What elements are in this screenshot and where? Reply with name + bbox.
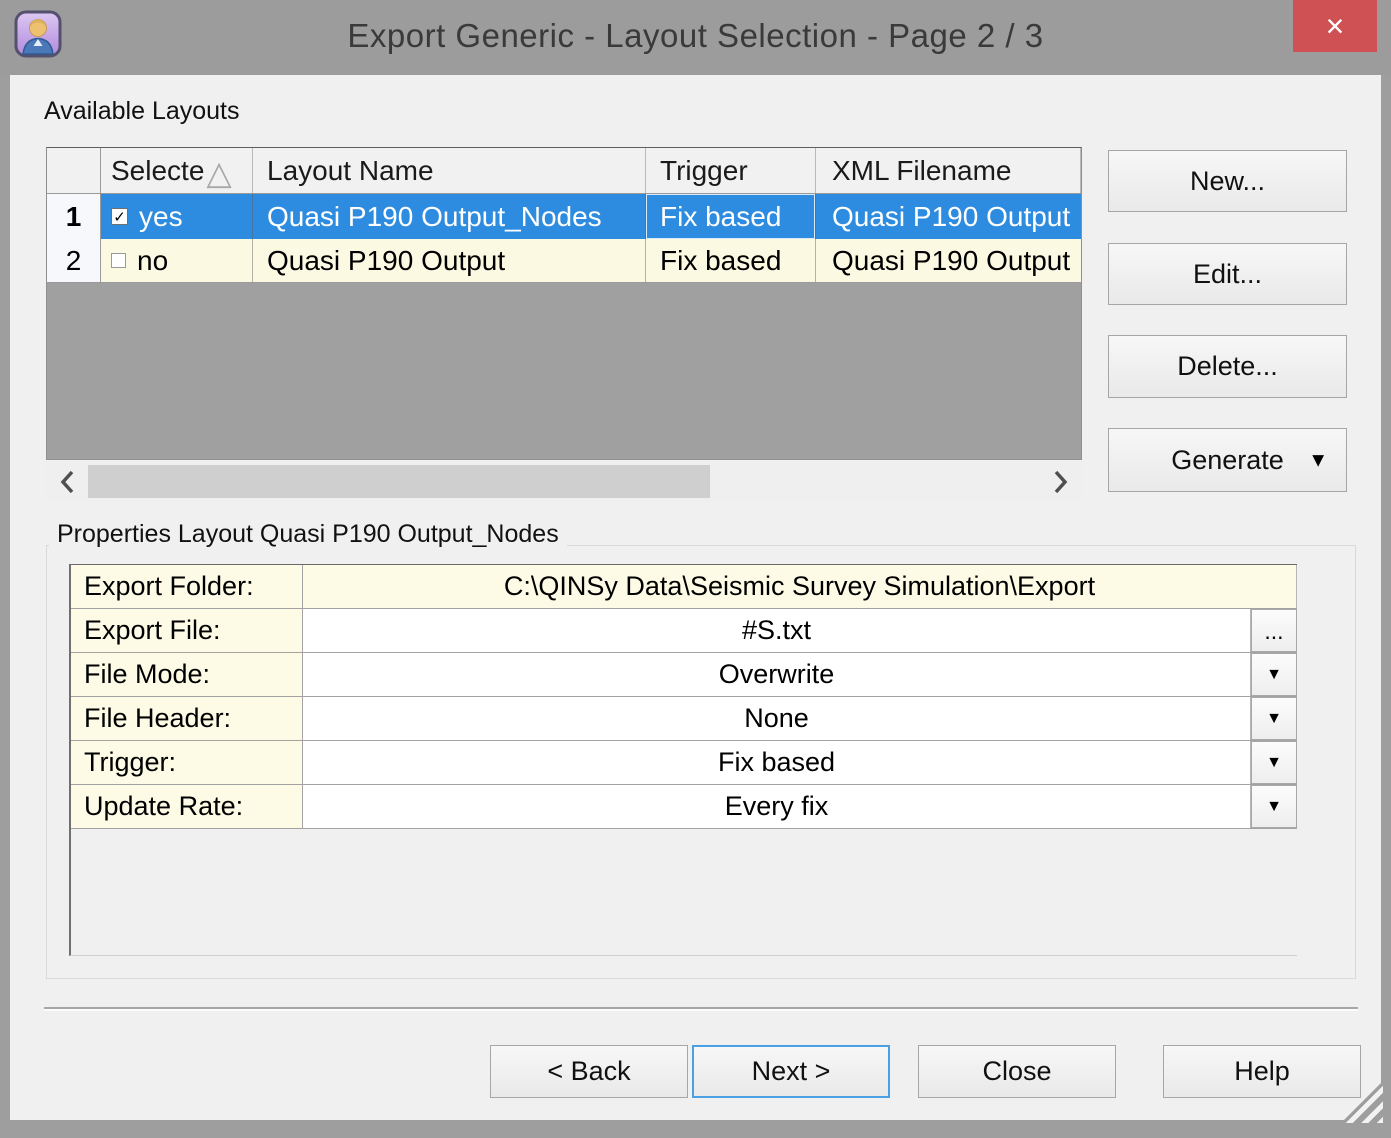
checkbox-unchecked[interactable] [111,253,126,268]
properties-group-label: Properties Layout Quasi P190 Output_Node… [49,520,567,549]
column-header-layout-name[interactable]: Layout Name [253,148,646,193]
next-button[interactable]: Next > [692,1045,890,1098]
scroll-right-button[interactable] [1046,466,1076,497]
back-button[interactable]: < Back [490,1045,688,1098]
generate-button[interactable]: Generate ▼ [1108,428,1347,492]
property-row-update-rate: Update Rate: Every fix ▼ [71,785,1297,829]
export-folder-value[interactable]: C:\QINSy Data\Seismic Survey Simulation\… [303,565,1297,608]
scrollbar-thumb[interactable] [88,465,710,498]
row-1-xml-filename[interactable]: Quasi P190 Output [832,200,1071,232]
close-dialog-button[interactable]: Close [918,1045,1116,1098]
file-header-label: File Header: [71,697,303,740]
delete-button[interactable]: Delete... [1108,335,1347,398]
file-mode-label: File Mode: [71,653,303,696]
close-button[interactable]: × [1293,0,1377,52]
property-row-file-mode: File Mode: Overwrite ▼ [71,653,1297,697]
table-row-2[interactable]: 2 no Quasi P190 Output Fix based Quasi P… [47,239,1081,283]
property-row-trigger: Trigger: Fix based ▼ [71,741,1297,785]
row-1-layout-name[interactable]: Quasi P190 Output_Nodes [253,194,646,239]
horizontal-scrollbar[interactable] [46,462,1082,501]
column-header-selected[interactable]: Selecte △ [101,148,253,193]
footer-separator [44,1007,1358,1011]
chevron-down-icon: ▼ [1266,665,1282,683]
help-button[interactable]: Help [1163,1045,1361,1098]
properties-groupbox: Properties Layout Quasi P190 Output_Node… [46,520,1356,979]
window-title: Export Generic - Layout Selection - Page… [347,17,1044,54]
column-header-xml-filename[interactable]: XML Filename [816,148,1081,193]
property-row-export-folder: Export Folder: C:\QINSy Data\Seismic Sur… [71,565,1297,609]
property-row-file-header: File Header: None ▼ [71,697,1297,741]
chevron-down-icon: ▼ [1266,797,1282,815]
dialog-client-area: Available Layouts Selecte △ Layout Name … [10,75,1381,1120]
available-layouts-label: Available Layouts [44,97,240,125]
titlebar[interactable]: Export Generic - Layout Selection - Page… [0,0,1391,75]
scroll-right-icon [1054,470,1068,493]
file-header-dropdown-button[interactable]: ▼ [1251,697,1297,740]
generate-dropdown-icon[interactable]: ▼ [1308,449,1328,472]
row-1-selected-cell[interactable]: ✓ yes [101,194,253,239]
property-row-export-file: Export File: #S.txt ... [71,609,1297,653]
layouts-table-header: Selecte △ Layout Name Trigger XML Filena… [47,148,1081,194]
chevron-down-icon: ▼ [1266,753,1282,771]
row-2-selected-cell[interactable]: no [101,239,253,282]
update-rate-label: Update Rate: [71,785,303,828]
update-rate-value[interactable]: Every fix [303,785,1251,828]
export-file-value[interactable]: #S.txt [303,609,1251,652]
trigger-value[interactable]: Fix based [303,741,1251,784]
scroll-left-button[interactable] [52,466,82,497]
scroll-left-icon [60,470,74,493]
edit-button[interactable]: Edit... [1108,243,1347,305]
file-header-value[interactable]: None [303,697,1251,740]
row-2-trigger[interactable]: Fix based [646,239,816,282]
chevron-down-icon: ▼ [1266,709,1282,727]
table-row-1-selected[interactable]: 1 ✓ yes Quasi P190 Output_Nodes Fix base… [47,194,1081,239]
file-mode-value[interactable]: Overwrite [303,653,1251,696]
export-file-label: Export File: [71,609,303,652]
browse-button[interactable]: ... [1251,609,1297,652]
row-2-layout-name[interactable]: Quasi P190 Output [253,239,646,282]
close-icon: × [1325,7,1345,44]
checkbox-checked[interactable]: ✓ [111,208,128,226]
row-2-number: 2 [47,239,101,282]
column-header-trigger[interactable]: Trigger [646,148,816,193]
layouts-table: Selecte △ Layout Name Trigger XML Filena… [46,147,1082,460]
row-1-trigger[interactable]: Fix based [646,194,816,239]
new-button[interactable]: New... [1108,150,1347,212]
app-icon [14,10,62,58]
trigger-dropdown-button[interactable]: ▼ [1251,741,1297,784]
sort-ascending-icon: △ [206,154,232,191]
export-folder-label: Export Folder: [71,565,303,608]
properties-grid: Export Folder: C:\QINSy Data\Seismic Sur… [69,564,1297,956]
file-mode-dropdown-button[interactable]: ▼ [1251,653,1297,696]
row-2-xml-filename[interactable]: Quasi P190 Output [832,244,1071,276]
update-rate-dropdown-button[interactable]: ▼ [1251,785,1297,828]
row-1-number: 1 [47,194,101,239]
trigger-label: Trigger: [71,741,303,784]
column-header-rownum[interactable] [47,148,101,193]
